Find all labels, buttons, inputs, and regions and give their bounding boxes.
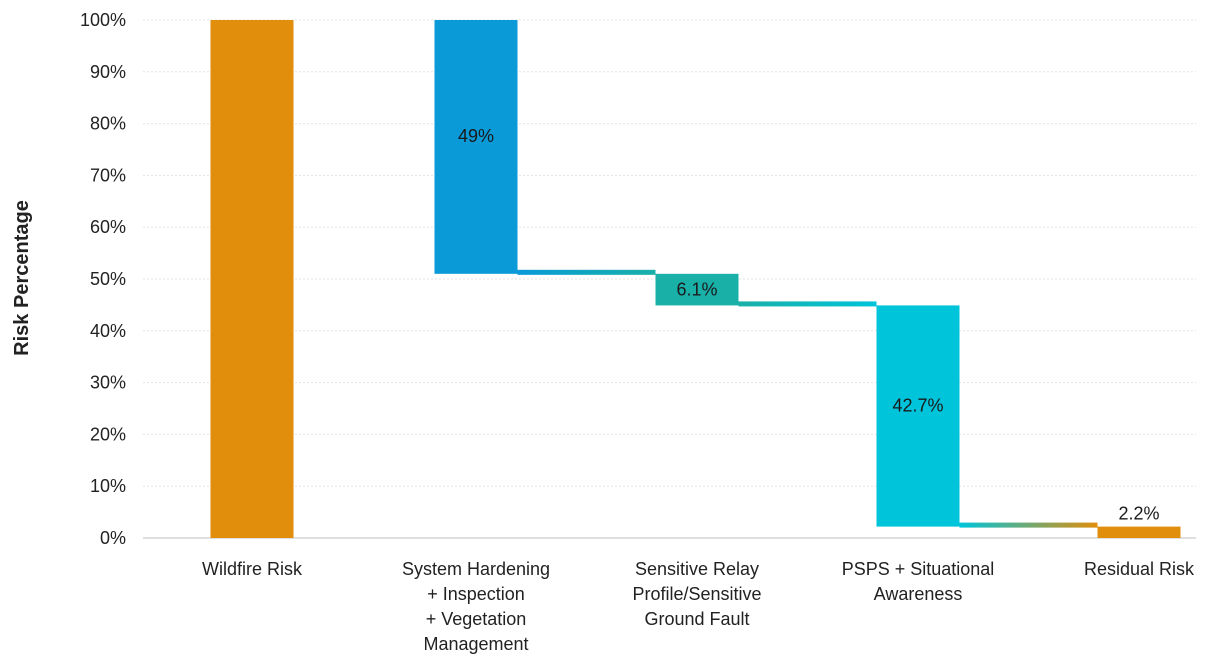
x-category-label: Sensitive Relay Profile/Sensitive Ground F… — [632, 559, 761, 629]
connector — [517, 269, 656, 275]
y-tick-label: 70% — [90, 165, 126, 185]
data-label: 2.2% — [1118, 504, 1159, 524]
y-tick-label: 50% — [90, 269, 126, 289]
bar — [876, 305, 960, 527]
y-tick-label: 60% — [90, 217, 126, 237]
bars — [210, 20, 1181, 538]
x-axis-categories: Wildfire Risk System Hardening + Inspectio… — [202, 559, 1195, 654]
y-tick-label: 20% — [90, 424, 126, 444]
y-tick-label: 30% — [90, 373, 126, 393]
x-category-label: System Hardening + Inspection + Vegetation… — [402, 559, 550, 654]
y-tick-label: 0% — [100, 528, 126, 548]
bar — [1097, 526, 1181, 538]
y-tick-label: 40% — [90, 321, 126, 341]
y-tick-label: 80% — [90, 114, 126, 134]
x-category-label: Wildfire Risk — [202, 559, 303, 579]
x-category-label: Residual Risk — [1084, 559, 1195, 579]
connector — [738, 301, 877, 307]
x-category-label: PSPS + Situational Awareness — [842, 559, 995, 604]
connector — [959, 522, 1098, 528]
y-tick-label: 90% — [90, 62, 126, 82]
y-tick-label: 10% — [90, 476, 126, 496]
bar — [210, 20, 294, 538]
y-axis: 0% 10% 20% 30% 40% 50% 60% 70% 80% 90% 100% — [80, 10, 126, 548]
bar — [655, 273, 739, 306]
gridlines — [143, 19, 1196, 539]
y-axis-title: Risk Percentage — [11, 200, 33, 356]
bar — [434, 20, 518, 274]
y-tick-label: 100% — [80, 10, 126, 30]
data-labels: 49% 6.1% 42.7% 2.2% — [458, 126, 1160, 524]
data-label: 49% — [458, 126, 494, 146]
data-label: 42.7% — [892, 396, 943, 416]
data-label: 6.1% — [676, 280, 717, 300]
connectors — [517, 269, 1098, 528]
